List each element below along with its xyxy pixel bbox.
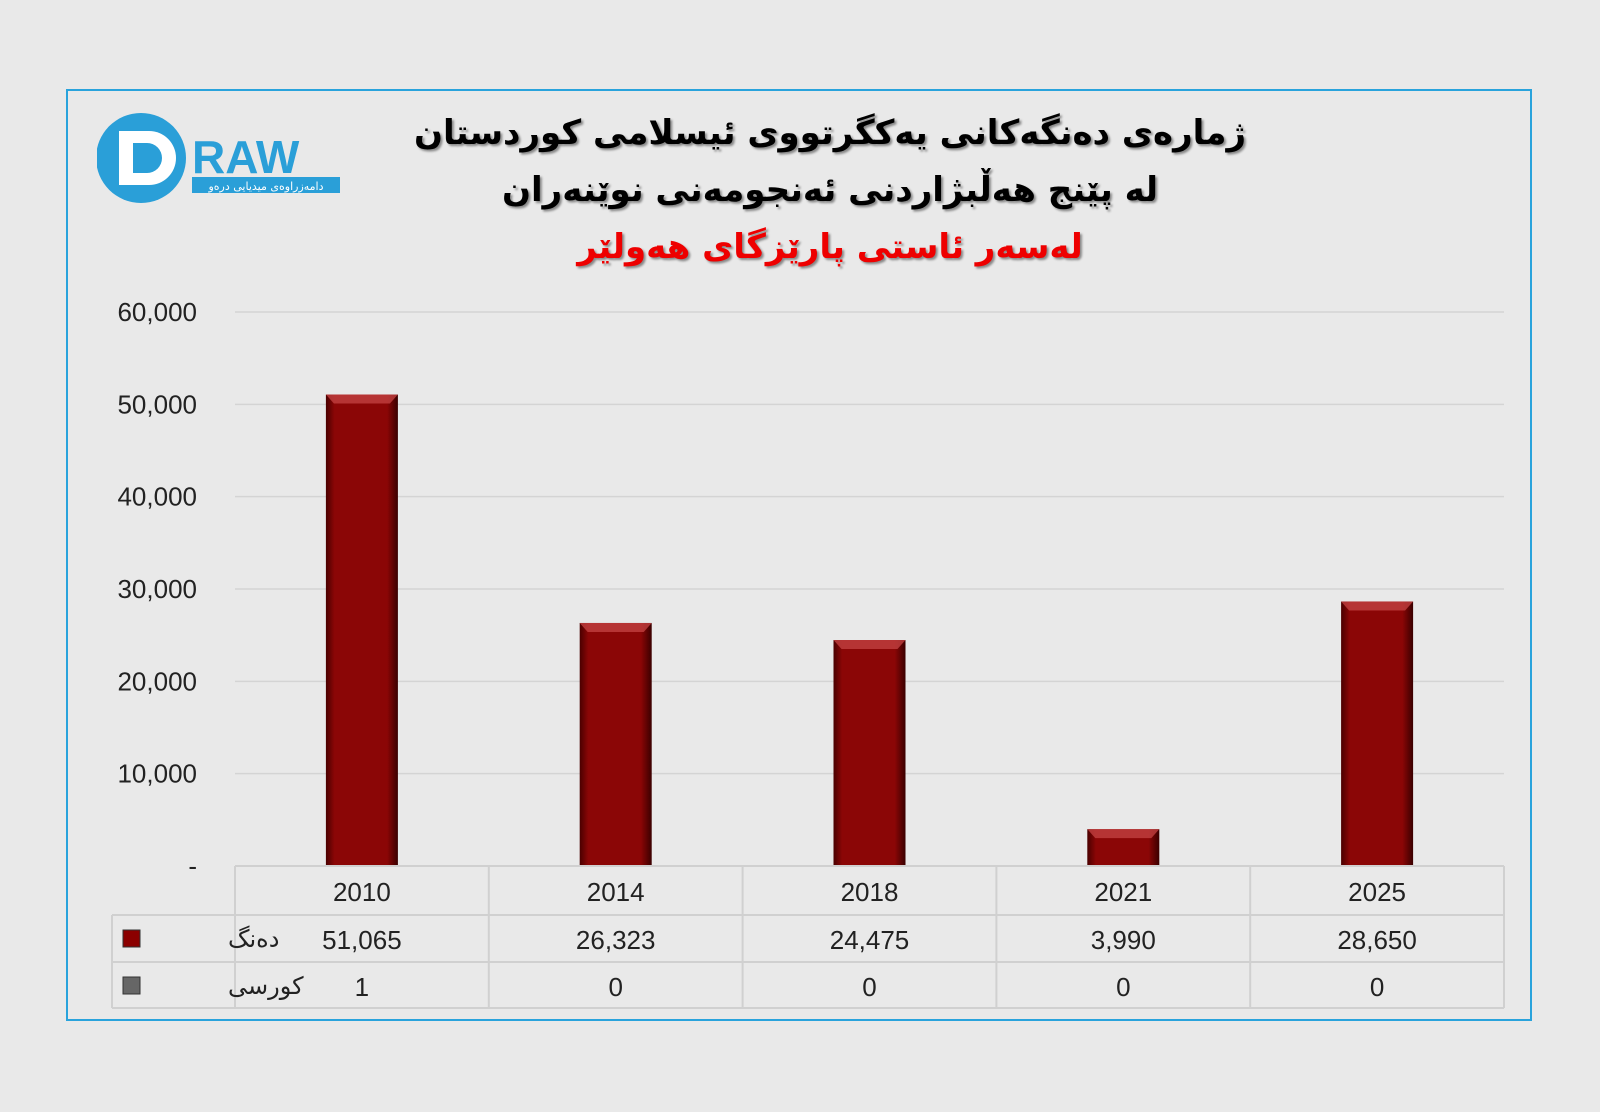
legend-label: دەنگ: [228, 925, 279, 953]
bar-2018: [833, 640, 906, 866]
y-tick-label: 30,000: [117, 574, 197, 604]
data-label: 0: [1116, 972, 1130, 1002]
data-label: 1: [355, 972, 369, 1002]
y-tick-label: 20,000: [117, 666, 197, 696]
data-label: 0: [1370, 972, 1384, 1002]
category-label: 2018: [841, 877, 899, 907]
chart-title-line-1: ژمارەی دەنگەکانی یەکگرتووی ئیسلامی کوردس…: [413, 113, 1247, 153]
bar-2010: [325, 394, 398, 866]
data-label: 24,475: [830, 925, 910, 955]
legend-swatch: [122, 976, 141, 995]
category-label: 2021: [1094, 877, 1152, 907]
data-label: 3,990: [1091, 925, 1156, 955]
bar-2014: [579, 622, 652, 866]
legend-label: کورسی: [228, 972, 304, 1000]
category-label: 2014: [587, 877, 645, 907]
category-label: 2025: [1348, 877, 1406, 907]
bar-2025: [1341, 601, 1414, 866]
data-label: 28,650: [1337, 925, 1417, 955]
y-tick-label: 10,000: [117, 759, 197, 789]
y-tick-label: -: [188, 851, 197, 881]
draw-logo: RAW دامەزراوەی میدیایی درەو: [97, 113, 340, 203]
data-label: 51,065: [322, 925, 402, 955]
chart-subtitle: لەسەر ئاستی پارێزگای هەولێر: [577, 227, 1083, 267]
category-label: 2010: [333, 877, 391, 907]
data-label: 26,323: [576, 925, 656, 955]
data-label: 0: [608, 972, 622, 1002]
chart-title-line-2: لە پێنج هەڵبژاردنی ئەنجومەنی نوێنەران: [502, 170, 1158, 210]
y-tick-label: 40,000: [117, 482, 197, 512]
svg-text:RAW: RAW: [192, 131, 300, 183]
bar-2021: [1087, 829, 1160, 866]
y-tick-label: 50,000: [117, 389, 197, 419]
legend-swatch: [122, 929, 141, 948]
logo-subtitle: دامەزراوەی میدیایی درەو: [207, 180, 323, 193]
y-tick-label: 60,000: [117, 297, 197, 327]
data-label: 0: [862, 972, 876, 1002]
chart-frame: [66, 89, 1532, 1021]
